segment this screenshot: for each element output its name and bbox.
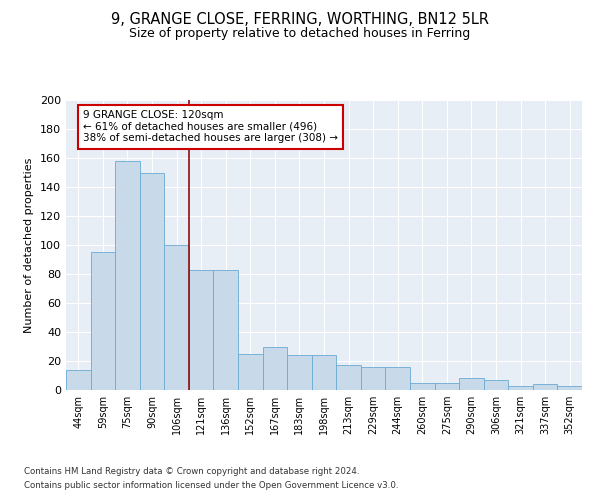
- Bar: [91, 252, 115, 390]
- Bar: [410, 383, 434, 390]
- Y-axis label: Number of detached properties: Number of detached properties: [25, 158, 34, 332]
- Bar: [164, 245, 189, 390]
- Bar: [287, 355, 312, 390]
- Bar: [533, 384, 557, 390]
- Bar: [557, 386, 582, 390]
- Bar: [361, 367, 385, 390]
- Bar: [312, 355, 336, 390]
- Text: Contains public sector information licensed under the Open Government Licence v3: Contains public sector information licen…: [24, 481, 398, 490]
- Bar: [434, 383, 459, 390]
- Text: 9, GRANGE CLOSE, FERRING, WORTHING, BN12 5LR: 9, GRANGE CLOSE, FERRING, WORTHING, BN12…: [111, 12, 489, 28]
- Bar: [263, 346, 287, 390]
- Bar: [140, 172, 164, 390]
- Text: 9 GRANGE CLOSE: 120sqm
← 61% of detached houses are smaller (496)
38% of semi-de: 9 GRANGE CLOSE: 120sqm ← 61% of detached…: [83, 110, 338, 144]
- Text: Contains HM Land Registry data © Crown copyright and database right 2024.: Contains HM Land Registry data © Crown c…: [24, 467, 359, 476]
- Bar: [484, 380, 508, 390]
- Bar: [508, 386, 533, 390]
- Bar: [385, 367, 410, 390]
- Bar: [214, 270, 238, 390]
- Text: Size of property relative to detached houses in Ferring: Size of property relative to detached ho…: [130, 28, 470, 40]
- Bar: [66, 370, 91, 390]
- Bar: [189, 270, 214, 390]
- Bar: [238, 354, 263, 390]
- Bar: [336, 366, 361, 390]
- Bar: [459, 378, 484, 390]
- Bar: [115, 161, 140, 390]
